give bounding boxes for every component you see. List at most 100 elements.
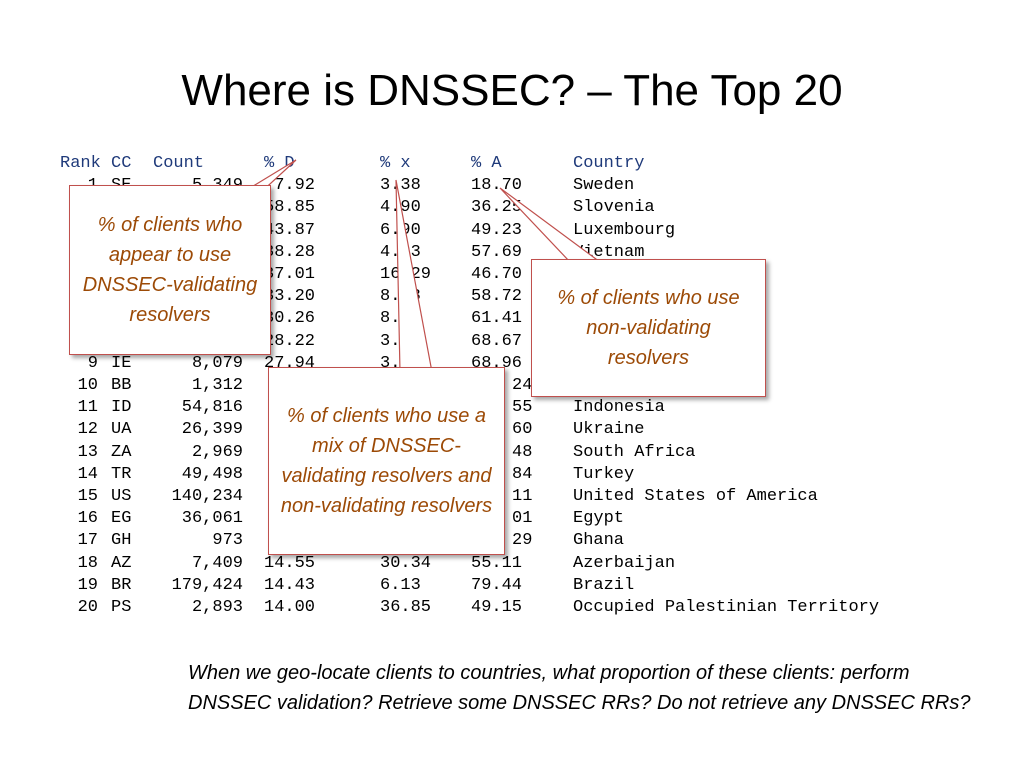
table-cell: 14.43 bbox=[264, 575, 316, 595]
connector-x bbox=[395, 179, 433, 373]
table-header-cell: Country bbox=[573, 154, 645, 173]
table-cell: Turkey bbox=[573, 464, 635, 484]
table-cell-partial: 84 bbox=[512, 464, 533, 484]
table-cell: BB bbox=[111, 376, 132, 395]
table-cell: 26,399 bbox=[181, 420, 243, 440]
table-cell: PS bbox=[111, 598, 132, 617]
callout-nonvalidating-text: % of clients who use non-validating reso… bbox=[557, 287, 740, 369]
callout-mix: % of clients who use a mix of DNSSEC-val… bbox=[268, 367, 505, 555]
table-header-cell: % A bbox=[471, 154, 502, 173]
table-cell: 1,312 bbox=[191, 376, 243, 395]
table-cell: 12 bbox=[77, 420, 98, 440]
table-cell: 6.13 bbox=[380, 575, 421, 595]
table-cell: 18.70 bbox=[471, 176, 523, 196]
table-cell: 36,061 bbox=[181, 509, 243, 529]
table-cell: 30.34 bbox=[380, 553, 432, 573]
table-cell-partial: 11 bbox=[512, 487, 533, 506]
table-cell: 9 bbox=[87, 353, 98, 373]
table-cell-partial: 24 bbox=[512, 376, 533, 395]
slide-note: When we geo-locate clients to countries,… bbox=[188, 662, 971, 714]
table-cell: 61.41 bbox=[471, 309, 523, 329]
table-cell: BR bbox=[111, 575, 132, 595]
table-cell: 79.44 bbox=[471, 575, 523, 595]
table-cell: ZA bbox=[111, 442, 132, 462]
table-cell: EG bbox=[111, 509, 132, 529]
table-cell: 58.72 bbox=[471, 287, 523, 307]
table-cell: 33.20 bbox=[264, 287, 316, 307]
table-cell: Indonesia bbox=[573, 398, 665, 418]
callout-nonvalidating: % of clients who use non-validating reso… bbox=[531, 259, 766, 397]
table-cell: 16 bbox=[77, 509, 98, 529]
table-cell: 11 bbox=[77, 398, 98, 418]
table-header-cell: CC bbox=[111, 154, 132, 173]
table-cell: Luxembourg bbox=[573, 220, 676, 240]
table-cell: 2,969 bbox=[191, 442, 243, 462]
table-header-cell: Rank bbox=[60, 154, 101, 173]
table-cell: ID bbox=[111, 398, 132, 418]
table-cell: 140,234 bbox=[171, 487, 243, 506]
callout-validating-text: % of clients who appear to use DNSSEC-va… bbox=[82, 214, 258, 326]
table-cell: 19 bbox=[77, 575, 98, 595]
table-cell: 43.87 bbox=[264, 220, 316, 240]
table-cell: 10 bbox=[77, 376, 98, 395]
table-cell: 49,498 bbox=[181, 464, 243, 484]
table-cell: AZ bbox=[111, 553, 132, 573]
table-cell-partial: 55 bbox=[512, 398, 533, 418]
table-cell: 54,816 bbox=[181, 398, 243, 418]
table-cell: 7,409 bbox=[191, 553, 243, 573]
table-cell: 46.70 bbox=[471, 265, 523, 284]
table-cell: 973 bbox=[212, 531, 243, 551]
table-cell: 36.85 bbox=[380, 598, 432, 617]
table-cell: 3.38 bbox=[380, 176, 421, 196]
table-cell: 20 bbox=[77, 598, 98, 617]
table-cell: 36.25 bbox=[471, 198, 523, 218]
table-cell: 37.01 bbox=[264, 265, 316, 284]
table-cell: Ukraine bbox=[573, 420, 645, 440]
table-cell: 49.15 bbox=[471, 598, 523, 617]
table-cell: 13 bbox=[77, 442, 98, 462]
table-cell: 17 bbox=[77, 531, 98, 551]
table-cell: South Africa bbox=[573, 442, 696, 462]
table-cell: 14.00 bbox=[264, 598, 316, 617]
table-cell: 179,424 bbox=[171, 575, 243, 595]
table-cell: TR bbox=[111, 464, 132, 484]
table-cell: 15 bbox=[77, 487, 98, 506]
table-cell: Azerbaijan bbox=[573, 553, 676, 573]
table-cell-partial: 01 bbox=[512, 509, 533, 529]
table-cell: 58.85 bbox=[264, 198, 316, 218]
table-cell: GH bbox=[111, 531, 132, 551]
table-cell-partial: 48 bbox=[512, 442, 533, 462]
table-cell: 2,893 bbox=[191, 598, 243, 617]
table-cell: Ghana bbox=[573, 531, 625, 551]
callout-mix-text: % of clients who use a mix of DNSSEC-val… bbox=[280, 405, 493, 517]
table-cell: Egypt bbox=[573, 509, 625, 529]
table-cell-partial: 29 bbox=[512, 531, 533, 551]
table-cell: 18 bbox=[77, 553, 98, 573]
table-cell-partial: 60 bbox=[512, 420, 533, 440]
table-cell: 55.11 bbox=[471, 553, 523, 573]
table-cell: IE bbox=[111, 353, 132, 373]
table-cell: 14.55 bbox=[264, 553, 316, 573]
table-cell: US bbox=[111, 487, 132, 506]
table-cell: 38.28 bbox=[264, 242, 316, 262]
table-cell: 30.26 bbox=[264, 309, 316, 329]
table-cell: UA bbox=[111, 420, 132, 440]
slide-title: Where is DNSSEC? – The Top 20 bbox=[181, 66, 843, 115]
table-cell: Sweden bbox=[573, 176, 635, 196]
table-cell: 14 bbox=[77, 464, 98, 484]
table-cell: 68.67 bbox=[471, 331, 523, 351]
table-cell: Occupied Palestinian Territory bbox=[573, 598, 880, 617]
table-cell: 77.92 bbox=[264, 176, 316, 196]
table-cell: Brazil bbox=[573, 575, 635, 595]
table-cell: 57.69 bbox=[471, 242, 523, 262]
table-cell: 8,079 bbox=[191, 353, 243, 373]
table-header-cell: % x bbox=[380, 154, 411, 173]
callout-validating: % of clients who appear to use DNSSEC-va… bbox=[69, 185, 271, 355]
table-cell: 49.23 bbox=[471, 220, 523, 240]
table-cell: Slovenia bbox=[573, 198, 655, 218]
connector-a bbox=[499, 187, 602, 263]
table-cell: 28.22 bbox=[264, 331, 316, 351]
table-header-cell: Count bbox=[153, 154, 205, 173]
table-cell: United States of America bbox=[573, 487, 818, 506]
